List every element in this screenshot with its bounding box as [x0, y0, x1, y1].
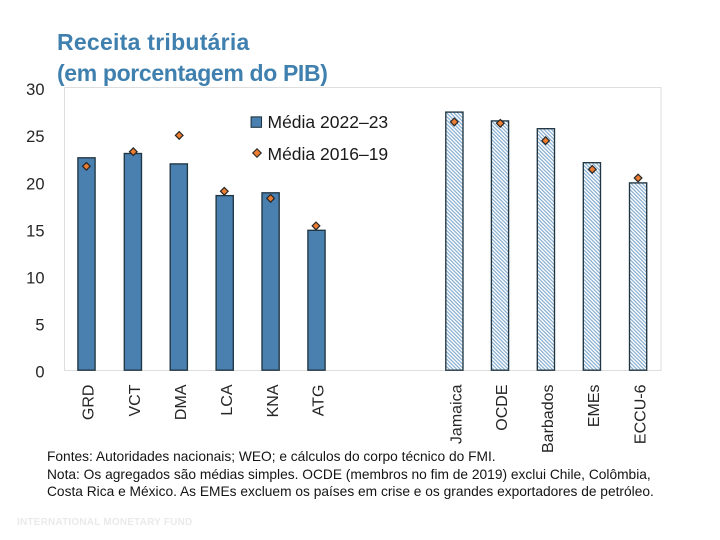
- svg-text:LCA: LCA: [219, 384, 236, 415]
- svg-text:ATG: ATG: [311, 385, 328, 417]
- svg-text:EMEs: EMEs: [586, 385, 603, 428]
- svg-text:GRD: GRD: [81, 385, 98, 421]
- svg-text:ECCU-6: ECCU-6: [632, 384, 649, 444]
- svg-text:Barbados: Barbados: [540, 385, 557, 454]
- svg-text:OCDE: OCDE: [494, 385, 511, 431]
- svg-text:DMA: DMA: [173, 384, 190, 420]
- svg-text:0: 0: [35, 364, 44, 382]
- svg-text:Média 2022–23: Média 2022–23: [268, 112, 389, 132]
- svg-text:20: 20: [26, 175, 44, 193]
- svg-text:5: 5: [35, 317, 44, 335]
- svg-text:VCT: VCT: [127, 384, 144, 416]
- svg-text:Média 2016–19: Média 2016–19: [268, 144, 389, 164]
- svg-text:KNA: KNA: [265, 384, 282, 417]
- svg-text:15: 15: [26, 222, 44, 240]
- svg-text:10: 10: [26, 270, 44, 288]
- svg-text:30: 30: [26, 81, 44, 99]
- svg-text:25: 25: [26, 128, 44, 146]
- svg-text:Jamaica: Jamaica: [449, 384, 466, 444]
